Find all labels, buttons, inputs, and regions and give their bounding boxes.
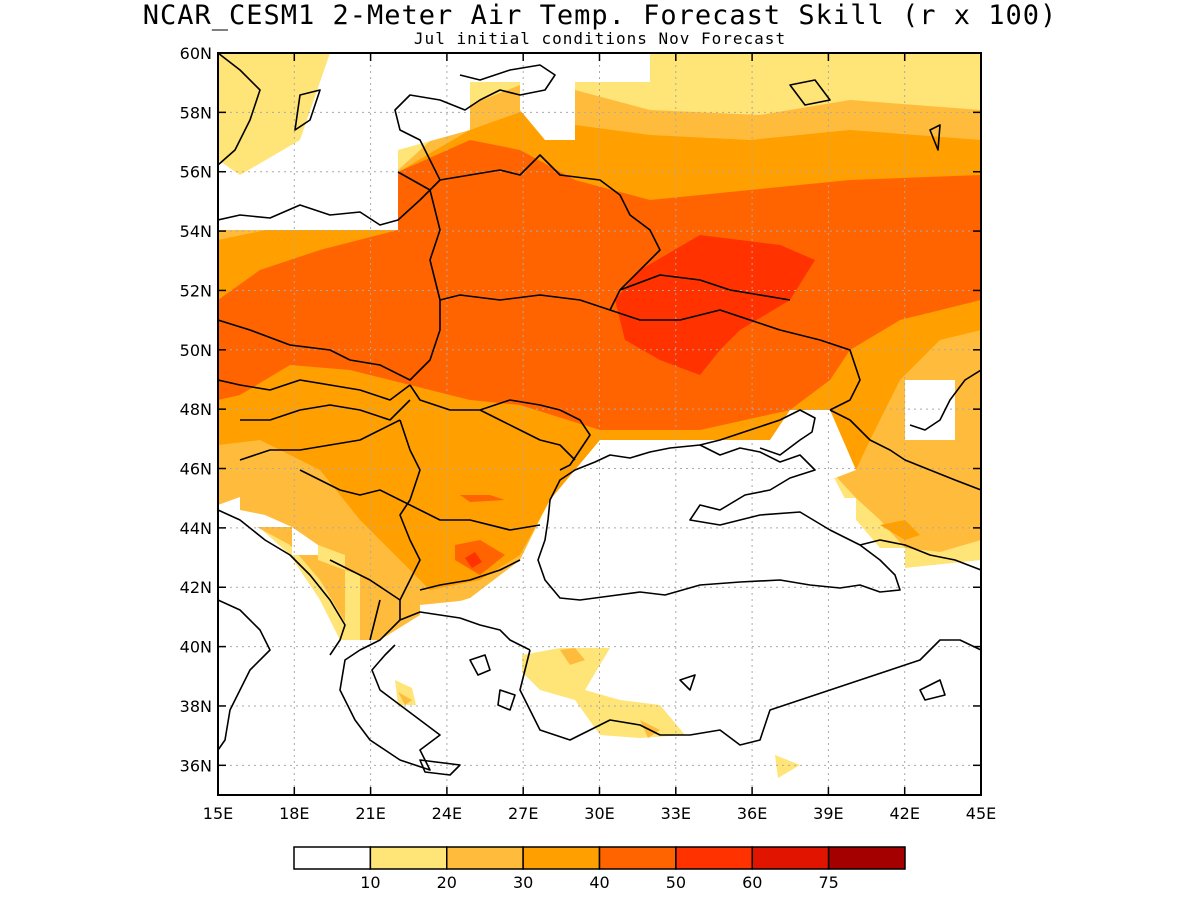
colorbar-swatch [446, 846, 524, 870]
y-tick-label: 60N [180, 44, 212, 63]
x-tick-label: 21E [355, 804, 385, 823]
colorbar: 10 20 30 40 50 60 75 [293, 846, 906, 892]
y-tick-label: 50N [180, 341, 212, 360]
skill-shading [218, 53, 981, 795]
colorbar-label: 40 [589, 873, 609, 892]
shade-patch-balkans-light [318, 545, 360, 640]
y-tick-label: 42N [180, 578, 212, 597]
x-tick-label: 45E [966, 804, 996, 823]
y-tick-label: 46N [180, 460, 212, 479]
y-tick-label: 54N [180, 222, 212, 241]
y-tick-label: 36N [180, 756, 212, 775]
coastlines-and-borders [218, 53, 981, 776]
colorbar-swatch [522, 846, 601, 870]
colorbar-swatch [675, 846, 753, 870]
y-tick-label: 58N [180, 103, 212, 122]
longitude-axis: 15E 18E 21E 24E 27E 30E 33E 36E 39E 42E 45E [203, 53, 996, 823]
x-tick-label: 42E [889, 804, 919, 823]
colorbar-label: 20 [437, 873, 457, 892]
y-tick-label: 38N [180, 697, 212, 716]
y-tick-label: 48N [180, 400, 212, 419]
map-title: NCAR_CESM1 2-Meter Air Temp. Forecast Sk… [142, 0, 1058, 31]
colorbar-label: 10 [360, 873, 380, 892]
colorbar-swatch [369, 846, 448, 870]
colorbar-label: 50 [666, 873, 686, 892]
x-tick-label: 39E [813, 804, 843, 823]
shade-mask-white [218, 53, 650, 230]
colorbar-label: 60 [742, 873, 762, 892]
x-tick-label: 33E [661, 804, 691, 823]
x-tick-label: 27E [508, 804, 538, 823]
x-tick-label: 36E [737, 804, 767, 823]
colorbar-swatch [598, 846, 677, 870]
x-tick-label: 15E [203, 804, 233, 823]
colorbar-swatch [751, 846, 830, 870]
y-tick-label: 44N [180, 519, 212, 538]
grid-lines [218, 53, 981, 795]
y-tick-label: 56N [180, 163, 212, 182]
shade-band-40-50 [218, 140, 981, 575]
colorbar-label: 75 [818, 873, 838, 892]
x-tick-label: 24E [432, 804, 462, 823]
latitude-axis: 36N 38N 40N 42N 44N 46N 48N 50N 52N 54N 56N 58N 60N [180, 44, 981, 775]
shade-mask-white-caucasus [905, 380, 955, 440]
shade-band-50-60 [465, 235, 815, 568]
shade-patch-balkans [345, 580, 420, 640]
x-tick-label: 18E [279, 804, 309, 823]
colorbar-label: 30 [513, 873, 533, 892]
map-subtitle: Jul initial conditions Nov Forecast [413, 29, 787, 48]
shade-patch-anatolia [395, 648, 800, 778]
x-tick-label: 30E [584, 804, 614, 823]
colorbar-swatch [827, 846, 906, 870]
y-tick-label: 52N [180, 281, 212, 300]
colorbar-swatch [293, 846, 372, 870]
y-tick-label: 40N [180, 638, 212, 657]
